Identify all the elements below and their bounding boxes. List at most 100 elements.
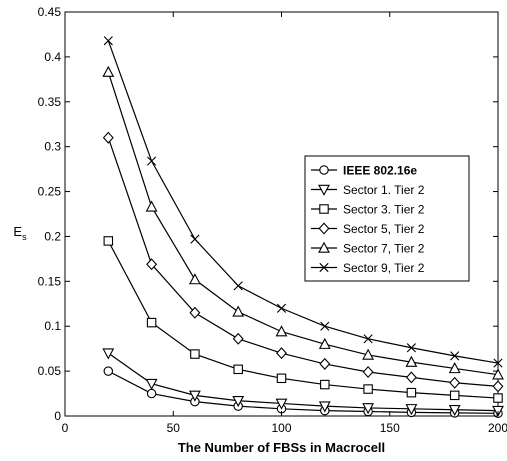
- legend-box: [304, 155, 470, 282]
- data-point: [406, 343, 416, 353]
- y-tick-label: 0.3: [44, 140, 61, 154]
- data-point: [102, 348, 115, 360]
- legend-entry: Sector 9, Tier 2: [311, 261, 425, 275]
- x-tick-label: 50: [167, 421, 181, 435]
- data-point: [276, 303, 287, 313]
- data-point: [320, 379, 330, 390]
- series-line: [108, 370, 499, 414]
- data-point: [102, 65, 115, 77]
- series-line: [107, 352, 499, 412]
- data-point: [492, 368, 504, 380]
- series-layer: [102, 36, 504, 419]
- data-point: [493, 393, 503, 403]
- data-point: [362, 348, 375, 360]
- data-point: [406, 387, 417, 398]
- legend-label: Sector 3. Tier 2: [343, 203, 425, 217]
- x-tick-label: 200: [488, 421, 507, 435]
- data-point: [232, 305, 245, 317]
- data-point: [405, 371, 417, 384]
- legend-marker: [319, 204, 329, 214]
- data-point: [318, 337, 331, 349]
- series-5: [102, 65, 504, 380]
- data-point: [147, 156, 157, 166]
- data-point: [318, 401, 331, 413]
- data-point: [405, 355, 418, 367]
- legend-marker: [319, 165, 329, 175]
- legend-marker: [318, 241, 330, 253]
- series-3: [103, 236, 503, 403]
- series-4: [102, 131, 504, 393]
- legend-entry: IEEE 802.16e: [311, 164, 417, 178]
- x-axis-title: The Number of FBSs in Macrocell: [178, 440, 385, 455]
- y-tick-label: 0.45: [38, 5, 62, 19]
- data-point: [275, 398, 288, 410]
- x-tick-label: 0: [62, 421, 69, 435]
- data-point: [493, 358, 503, 368]
- data-point: [103, 236, 114, 246]
- data-point: [189, 306, 201, 319]
- series-6: [103, 36, 503, 368]
- y-tick-label: 0.2: [44, 229, 61, 243]
- legend: IEEE 802.16e Sector 1. Tier 2 Sector 3. Ti…: [304, 155, 470, 282]
- data-point: [188, 273, 201, 285]
- data-point: [448, 404, 461, 417]
- data-point: [232, 395, 245, 408]
- data-point: [363, 334, 373, 344]
- data-point: [405, 404, 418, 416]
- legend-marker: [318, 222, 330, 235]
- series-2: [102, 348, 504, 417]
- data-point: [146, 317, 157, 328]
- y-axis-title-subscript: s: [22, 232, 27, 242]
- data-point: [190, 349, 200, 359]
- data-point: [233, 281, 243, 291]
- series-line: [107, 137, 499, 387]
- data-point: [146, 258, 158, 271]
- series-line: [107, 40, 499, 364]
- data-point: [232, 332, 244, 345]
- axes-layer: 0 50 100 150 200 0 0.05 0.1 0.15 0.2 0.25 0.3 0.35 0.…: [38, 5, 507, 435]
- legend-label: Sector 1. Tier 2: [343, 183, 425, 197]
- data-point: [190, 234, 200, 244]
- series-line: [107, 240, 499, 399]
- y-axis-title: Es: [13, 224, 27, 242]
- legend-entry: Sector 5, Tier 2: [311, 222, 425, 236]
- data-point: [362, 403, 375, 415]
- legend-entry: Sector 7, Tier 2: [311, 242, 425, 256]
- data-point: [320, 321, 330, 331]
- data-point: [492, 380, 504, 393]
- data-point: [276, 347, 287, 360]
- data-point: [275, 325, 288, 337]
- data-point: [145, 200, 158, 212]
- legend-entry: Sector 3. Tier 2: [311, 203, 425, 217]
- data-point: [450, 351, 460, 361]
- y-tick-label: 0.05: [38, 364, 62, 378]
- data-point: [103, 366, 114, 376]
- y-tick-label: 0.15: [38, 274, 62, 288]
- data-point: [448, 362, 461, 374]
- x-tick-label: 150: [380, 421, 400, 435]
- legend-label: Sector 9, Tier 2: [343, 261, 425, 275]
- y-tick-label: 0: [54, 409, 61, 423]
- y-tick-label: 0.4: [44, 50, 61, 64]
- data-point: [363, 384, 373, 394]
- legend-marker: [319, 262, 329, 273]
- data-point: [449, 390, 460, 401]
- y-axis-title-main: E: [13, 224, 22, 239]
- series-line: [107, 71, 499, 376]
- data-point: [276, 373, 287, 384]
- data-point: [362, 365, 374, 379]
- y-tick-label: 0.25: [38, 185, 62, 199]
- legend-label: Sector 7, Tier 2: [343, 242, 425, 256]
- legend-label: IEEE 802.16e: [343, 164, 417, 178]
- data-point: [449, 376, 461, 389]
- data-point: [103, 36, 113, 46]
- y-tick-label: 0.1: [44, 319, 61, 333]
- legend-entry: Sector 1. Tier 2: [311, 183, 425, 197]
- data-point: [102, 131, 114, 144]
- data-point: [146, 388, 157, 399]
- legend-marker: [318, 184, 330, 196]
- data-point: [188, 390, 201, 402]
- data-point: [319, 357, 331, 370]
- data-point: [233, 364, 243, 375]
